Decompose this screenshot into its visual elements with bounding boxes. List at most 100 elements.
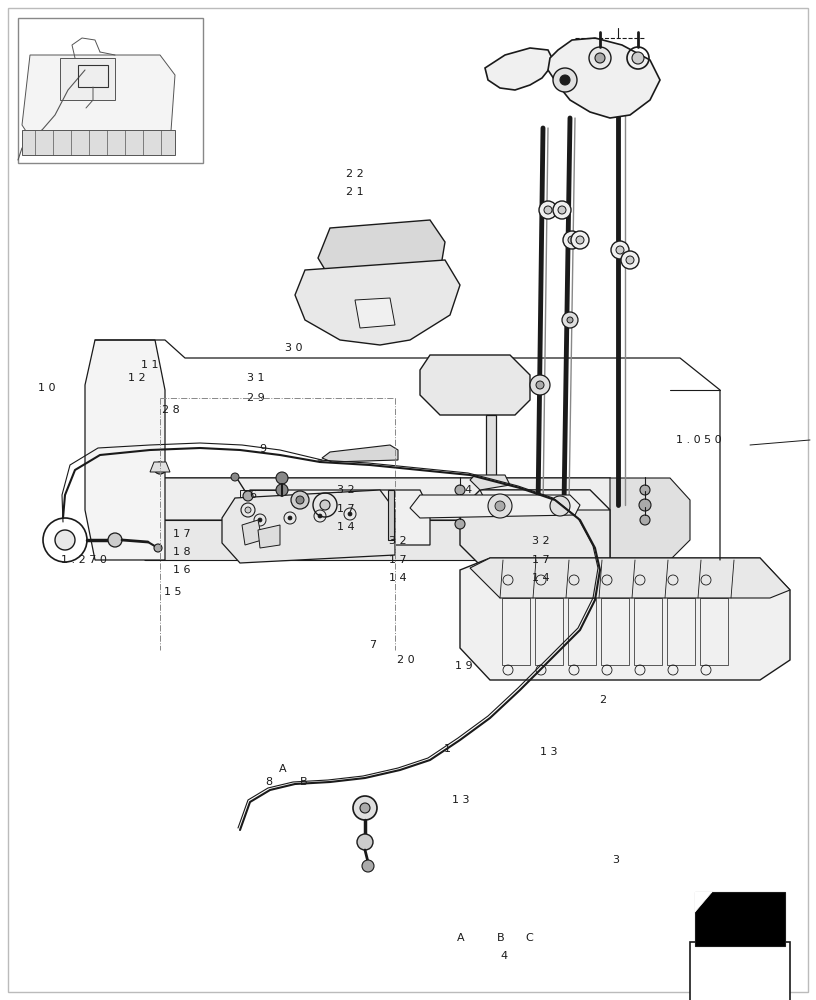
Bar <box>486 415 496 475</box>
Text: 1 2: 1 2 <box>128 373 146 383</box>
Text: 1 3: 1 3 <box>452 795 470 805</box>
Circle shape <box>276 472 288 484</box>
Text: C: C <box>525 933 533 943</box>
Text: 1 . 0 5 0: 1 . 0 5 0 <box>676 435 722 445</box>
Text: 2 8: 2 8 <box>162 405 180 415</box>
Text: 2 1: 2 1 <box>346 187 364 197</box>
Circle shape <box>560 75 570 85</box>
Circle shape <box>495 501 505 511</box>
Circle shape <box>288 516 292 520</box>
Polygon shape <box>695 892 712 912</box>
Polygon shape <box>480 490 610 510</box>
Text: 2: 2 <box>599 695 605 705</box>
Polygon shape <box>222 490 395 563</box>
Text: 1 7: 1 7 <box>173 529 191 539</box>
Polygon shape <box>695 892 785 946</box>
Circle shape <box>245 507 251 513</box>
Text: 1 6: 1 6 <box>173 565 191 575</box>
Polygon shape <box>250 510 275 535</box>
Bar <box>78 65 108 87</box>
Polygon shape <box>240 490 430 545</box>
Circle shape <box>296 496 304 504</box>
Circle shape <box>154 544 162 552</box>
Text: 3 1: 3 1 <box>246 373 264 383</box>
Circle shape <box>303 516 308 520</box>
Text: 2 2: 2 2 <box>346 169 364 179</box>
Circle shape <box>454 502 466 514</box>
Polygon shape <box>485 48 552 90</box>
Bar <box>18 18 203 163</box>
Polygon shape <box>420 355 530 415</box>
Polygon shape <box>318 220 445 278</box>
Polygon shape <box>410 495 580 518</box>
Circle shape <box>353 796 377 820</box>
Circle shape <box>621 251 639 269</box>
Text: A: A <box>278 764 286 774</box>
Text: 3: 3 <box>613 855 619 865</box>
Text: 1: 1 <box>444 744 450 754</box>
Circle shape <box>562 312 578 328</box>
Circle shape <box>626 256 634 264</box>
Circle shape <box>154 462 166 474</box>
Circle shape <box>320 500 330 510</box>
Circle shape <box>362 516 367 520</box>
Text: 7: 7 <box>370 640 376 650</box>
Circle shape <box>550 496 570 516</box>
Text: 2 0: 2 0 <box>397 655 415 665</box>
Text: 1 1: 1 1 <box>140 360 158 370</box>
Circle shape <box>348 512 352 516</box>
Text: 1 7: 1 7 <box>532 555 550 565</box>
Circle shape <box>611 241 629 259</box>
Circle shape <box>108 533 122 547</box>
Circle shape <box>568 236 576 244</box>
Circle shape <box>318 514 322 518</box>
Polygon shape <box>240 490 280 545</box>
Circle shape <box>640 485 650 495</box>
Polygon shape <box>258 525 280 548</box>
Circle shape <box>539 201 557 219</box>
Circle shape <box>273 516 277 520</box>
Circle shape <box>567 317 573 323</box>
Circle shape <box>357 834 373 850</box>
Polygon shape <box>100 478 650 520</box>
Polygon shape <box>145 520 610 560</box>
Circle shape <box>536 381 544 389</box>
Polygon shape <box>60 58 115 100</box>
Circle shape <box>291 491 309 509</box>
Text: B: B <box>497 933 505 943</box>
Circle shape <box>55 530 75 550</box>
Circle shape <box>553 68 577 92</box>
Circle shape <box>276 484 288 496</box>
Polygon shape <box>548 38 660 118</box>
Text: 9: 9 <box>259 444 266 454</box>
Polygon shape <box>470 558 790 598</box>
Text: 1 4: 1 4 <box>337 522 355 532</box>
Circle shape <box>632 52 644 64</box>
Text: 6: 6 <box>250 490 256 500</box>
Text: 8: 8 <box>266 777 273 787</box>
Circle shape <box>530 375 550 395</box>
Bar <box>388 490 394 540</box>
Circle shape <box>616 246 624 254</box>
Circle shape <box>488 494 512 518</box>
Polygon shape <box>85 340 165 560</box>
Polygon shape <box>460 558 790 680</box>
Polygon shape <box>242 520 262 545</box>
Circle shape <box>563 231 581 249</box>
Text: 1 8: 1 8 <box>173 547 191 557</box>
Text: 3 2: 3 2 <box>388 536 406 546</box>
Polygon shape <box>22 55 175 145</box>
Circle shape <box>243 491 253 501</box>
Polygon shape <box>322 445 398 462</box>
Polygon shape <box>470 475 510 490</box>
Circle shape <box>571 231 589 249</box>
Circle shape <box>360 803 370 813</box>
Circle shape <box>455 519 465 529</box>
Circle shape <box>553 201 571 219</box>
Text: 1 4: 1 4 <box>532 573 550 583</box>
Polygon shape <box>460 490 610 565</box>
Polygon shape <box>610 478 690 560</box>
Circle shape <box>544 206 552 214</box>
Polygon shape <box>150 462 170 472</box>
Text: 2 9: 2 9 <box>246 393 264 403</box>
